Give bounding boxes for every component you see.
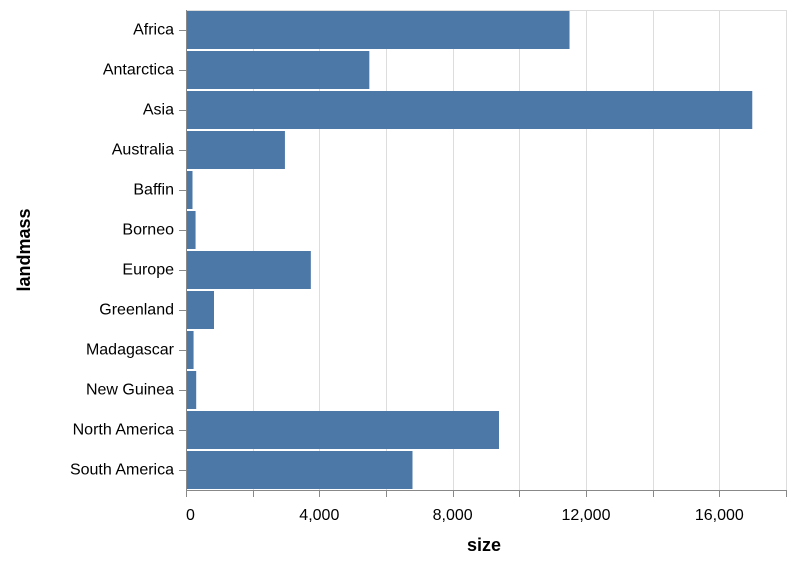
bars: [186, 11, 753, 489]
bar-borneo: [186, 211, 196, 249]
bar-south-america: [186, 451, 413, 489]
y-tick-label: Europe: [122, 262, 174, 279]
bar-europe: [186, 251, 311, 289]
bar-new-guinea: [186, 371, 197, 409]
y-tick-label: Africa: [133, 22, 174, 39]
y-tick-label: Asia: [143, 102, 174, 119]
bar-antarctica: [186, 51, 370, 89]
grid-lines: [186, 10, 787, 490]
x-tick-label: 8,000: [433, 507, 473, 524]
y-tick-label: South America: [70, 462, 174, 479]
y-tick-label: Australia: [112, 142, 174, 159]
x-tick-label: 16,000: [695, 507, 744, 524]
bar-asia: [186, 91, 753, 129]
x-tick-label: 0: [186, 507, 195, 524]
y-tick-label: Antarctica: [103, 62, 174, 79]
bar-north-america: [186, 411, 499, 449]
x-tick-label: 12,000: [562, 507, 611, 524]
axes: Africa Antarctica Asia Australia Baffin Borne…: [70, 10, 787, 524]
bar-africa: [186, 11, 570, 49]
y-axis-title: landmass: [14, 208, 34, 291]
bar-australia: [186, 131, 285, 169]
x-tick-label: 4,000: [299, 507, 339, 524]
y-tick-label: Madagascar: [86, 342, 175, 359]
y-tick-label: New Guinea: [86, 382, 174, 399]
bar-baffin: [186, 171, 193, 209]
bar-madagascar: [186, 331, 194, 369]
y-tick-label: Greenland: [99, 302, 174, 319]
bar-greenland: [186, 291, 214, 329]
y-tick-label: Baffin: [133, 182, 174, 199]
y-tick-label: North America: [73, 422, 174, 439]
y-tick-label: Borneo: [122, 222, 174, 239]
x-axis-title: size: [467, 535, 501, 555]
